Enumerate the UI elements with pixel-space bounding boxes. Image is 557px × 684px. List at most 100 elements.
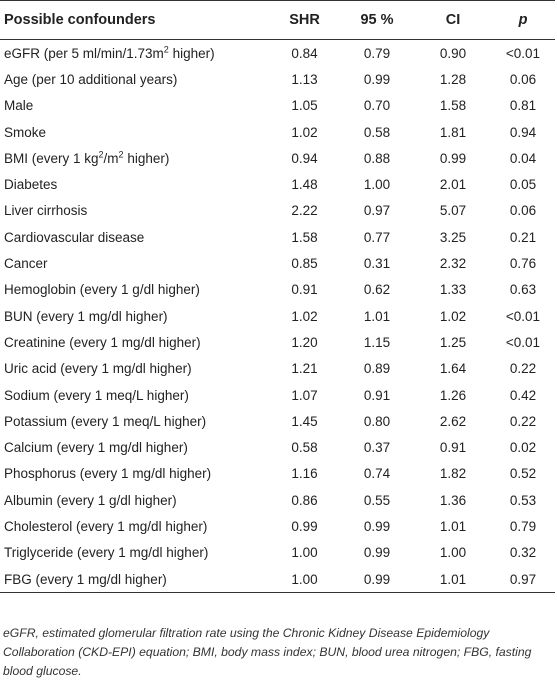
ci-high-value: 0.99 [439,150,467,166]
ci-high-value: 2.01 [439,177,467,193]
table-row: Albumin (every 1 g/dl higher) 0.86 0.55 1.3… [0,487,555,513]
ci-high-value: 1.00 [439,545,467,561]
table-row: Age (per 10 additional years) 1.13 0.99 1.2… [0,66,555,92]
table-row: Male 1.05 0.70 1.58 0.81 [0,93,555,119]
ci-low-value: 0.70 [363,98,391,114]
shr-value: 1.00 [291,545,318,561]
confounder-name: Cancer [4,256,48,272]
p-value: 0.94 [509,124,537,140]
table-row: Calcium (every 1 mg/dl higher) 0.58 0.37 0.… [0,434,555,460]
table-header: Possible confounders SHR 95 % CI p [0,0,555,40]
ci-low-value: 0.99 [339,565,415,594]
shr-value: 1.02 [291,308,318,324]
ci-high-value: 1.58 [439,98,467,114]
shr-value: 1.16 [291,466,318,482]
ci-high-value: 5.07 [439,203,467,219]
ci-high-value: 1.25 [439,334,467,350]
p-value: 0.79 [509,518,537,534]
p-value: 0.42 [509,387,537,403]
ci-low-value: 0.74 [363,466,391,482]
confounder-name: FBG (every 1 mg/dl higher) [0,565,270,594]
p-value: 0.06 [509,203,537,219]
p-value: 0.76 [509,256,537,272]
ci-low-value: 0.99 [363,71,391,87]
confounder-name: Triglyceride (every 1 mg/dl higher) [4,545,209,561]
shr-value: 1.00 [270,565,339,594]
p-value: 0.21 [509,229,537,245]
confounder-name: BMI (every 1 kg2/m2 higher) [4,149,170,166]
ci-low-value: 0.99 [363,545,391,561]
header-p-value: p [491,0,555,40]
confounder-name: Smoke [4,124,47,140]
confounder-name: Uric acid (every 1 mg/dl higher) [4,361,192,377]
confounder-name: Creatinine (every 1 mg/dl higher) [4,334,201,350]
table-row: Diabetes 1.48 1.00 2.01 0.05 [0,171,555,197]
ci-low-value: 0.80 [363,413,391,429]
shr-value: 0.94 [291,150,318,166]
table-row: Phosphorus (every 1 mg/dl higher) 1.16 0.7… [0,461,555,487]
p-value: 0.06 [509,71,537,87]
header-possible-confounders: Possible confounders [0,0,270,40]
ci-low-value: 0.89 [363,361,391,377]
header-row: Possible confounders SHR 95 % CI p [0,0,555,40]
p-value: 0.02 [509,440,537,456]
table-row: Triglyceride (every 1 mg/dl higher) 1.00 0… [0,540,555,566]
table-row: Creatinine (every 1 mg/dl higher) 1.20 1.1… [0,329,555,355]
p-value: 0.04 [509,150,537,166]
ci-high-value: 2.62 [439,413,467,429]
ci-low-value: 0.37 [363,440,391,456]
table-row: Uric acid (every 1 mg/dl higher) 1.21 0.89… [0,356,555,382]
shr-value: 1.58 [291,229,318,245]
table-row: Smoke 1.02 0.58 1.81 0.94 [0,119,555,145]
shr-value: 1.13 [291,71,318,87]
ci-low-value: 0.77 [363,229,391,245]
shr-value: 0.85 [291,256,318,272]
confounder-name: Male [4,98,34,114]
shr-value: 1.07 [291,387,318,403]
shr-value: 1.02 [291,124,318,140]
shr-value: 2.22 [291,203,318,219]
confounder-name: Diabetes [4,177,58,193]
table-row: BMI (every 1 kg2/m2 higher) 0.94 0.88 0.99 0… [0,145,555,171]
confounder-name: Hemoglobin (every 1 g/dl higher) [4,282,200,298]
ci-high-value: 1.28 [439,71,467,87]
ci-high-value: 1.33 [439,282,467,298]
table-row: Cholesterol (every 1 mg/dl higher) 0.99 0.… [0,513,555,539]
ci-low-value: 0.88 [363,150,391,166]
p-value: <0.01 [505,45,541,61]
p-value: 0.63 [509,282,537,298]
table-row: Sodium (every 1 meq/L higher) 1.07 0.91 1.2… [0,382,555,408]
shr-value: 0.99 [291,518,318,534]
shr-value: 0.58 [291,440,318,456]
confounder-name: Albumin (every 1 g/dl higher) [4,492,177,508]
shr-value: 0.91 [291,282,318,298]
ci-low-value: 0.99 [363,518,391,534]
shr-value: 1.45 [291,413,318,429]
ci-low-value: 0.91 [363,387,391,403]
ci-high-value: 3.25 [439,229,467,245]
confounder-name: BUN (every 1 mg/dl higher) [4,308,168,324]
ci-low-value: 0.55 [363,492,391,508]
table-row: Cancer 0.85 0.31 2.32 0.76 [0,250,555,276]
ci-low-value: 0.31 [363,256,391,272]
p-value: 0.32 [509,545,537,561]
shr-value: 1.21 [291,361,318,377]
shr-value: 0.86 [291,492,318,508]
p-value: 0.81 [509,98,537,114]
ci-high-value: 1.81 [439,124,467,140]
table-footnote: eGFR, estimated glomerular filtration ra… [3,626,532,678]
table-row: Cardiovascular disease 1.58 0.77 3.25 0.21 [0,224,555,250]
confounder-name: Sodium (every 1 meq/L higher) [4,387,189,403]
ci-low-value: 1.00 [363,177,391,193]
ci-high-value: 0.90 [439,45,467,61]
ci-low-value: 1.01 [363,308,391,324]
p-value: 0.22 [509,361,537,377]
p-value: 0.22 [509,413,537,429]
table-row: eGFR (per 5 ml/min/1.73m2 higher) 0.84 0.7… [0,40,555,67]
ci-high-value: 1.02 [439,308,467,324]
shr-value: 0.84 [291,45,318,61]
ci-high-value: 1.26 [439,387,467,403]
confounder-name: Phosphorus (every 1 mg/dl higher) [4,466,212,482]
shr-value: 1.05 [291,98,318,114]
